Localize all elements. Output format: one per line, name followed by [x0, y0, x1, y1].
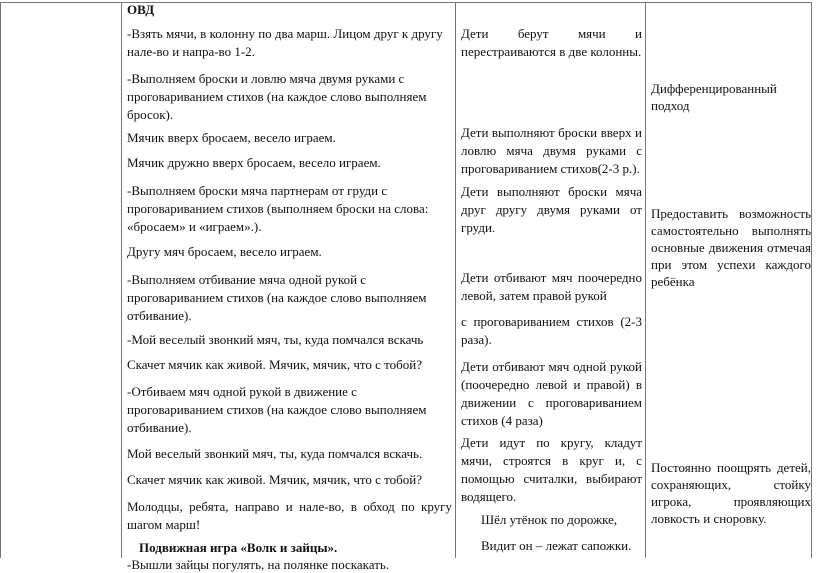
paragraph: Постоянно поощрять детей, сохраняющих, с…	[651, 460, 811, 526]
paragraph: -Выполняем броски и ловлю мяча двумя рук…	[127, 71, 427, 122]
paragraph: Другу мяч бросаем, весело играем.	[127, 244, 322, 259]
paragraph: Предоставить возможность самостоятельно …	[651, 206, 811, 289]
paragraph: Дети отбивают мяч поочередно левой, зате…	[461, 270, 642, 303]
paragraph: Дети берут мячи и перестраиваются в две …	[461, 26, 642, 59]
paragraph: Мой веселый звонкий мяч, ты, куда помчал…	[127, 446, 423, 461]
paragraph: -Выполняем броски мяча партнерам от груд…	[127, 183, 429, 234]
paragraph: Скачет мячик как живой. Мячик, мячик, чт…	[127, 357, 422, 372]
paragraph: Дети выполняют броски мяча друг другу дв…	[461, 184, 642, 235]
paragraph: Мячик дружно вверх бросаем, весело играе…	[127, 155, 381, 170]
paragraph: Мячик вверх бросаем, весело играем.	[127, 130, 336, 145]
paragraph: Дети выполняют броски вверх и ловлю мяча…	[461, 125, 642, 176]
column-border	[121, 2, 122, 558]
column-border	[811, 2, 812, 558]
paragraph: -Взять мячи, в колонну по два марш. Лицо…	[127, 26, 443, 59]
paragraph: с проговариванием стихов (2-3 раза).	[461, 314, 642, 347]
column-2-teacher-actions: ОВД -Взять мячи, в колонну по два марш. …	[127, 0, 452, 573]
section-heading: ОВД	[127, 2, 155, 17]
paragraph: Дети отбивают мяч одной рукой (поочередн…	[461, 359, 642, 428]
paragraph: -Мой веселый звонкий мяч, ты, куда помча…	[127, 332, 424, 347]
column-4-notes: Дифференцированный подход Предоставить в…	[651, 0, 811, 527]
column-border	[645, 2, 646, 558]
paragraph: Дети идут по кругу, кладут мячи, строятс…	[461, 435, 642, 504]
paragraph: Молодцы, ребята, направо и нале-во, в об…	[127, 499, 452, 532]
paragraph: Дифференцированный подход	[651, 81, 777, 113]
poem-line: Видит он – лежат сапожки.	[481, 538, 632, 553]
table-top-border	[0, 2, 812, 3]
paragraph: -Вышли зайцы погулять, на полянке поскак…	[127, 557, 390, 572]
game-title: Подвижная игра «Волк и зайцы».	[139, 540, 338, 555]
paragraph: -Отбиваем мяч одной рукой в движение с п…	[127, 384, 427, 435]
column-border	[0, 2, 1, 558]
column-border	[455, 2, 456, 558]
column-3-children-actions: Дети берут мячи и перестраиваются в две …	[461, 0, 642, 555]
paragraph: Скачет мячик как живой. Мячик, мячик, чт…	[127, 472, 422, 487]
poem-line: Шёл утёнок по дорожке,	[481, 512, 618, 527]
paragraph: -Выполняем отбивание мяча одной рукой с …	[127, 272, 427, 323]
